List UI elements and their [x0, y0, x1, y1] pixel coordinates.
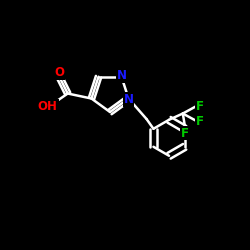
- Text: N: N: [116, 69, 126, 82]
- Text: N: N: [124, 93, 134, 106]
- Text: OH: OH: [38, 100, 58, 112]
- Text: F: F: [181, 126, 189, 140]
- Text: F: F: [196, 100, 203, 112]
- Text: O: O: [54, 66, 64, 79]
- Text: F: F: [196, 114, 203, 128]
